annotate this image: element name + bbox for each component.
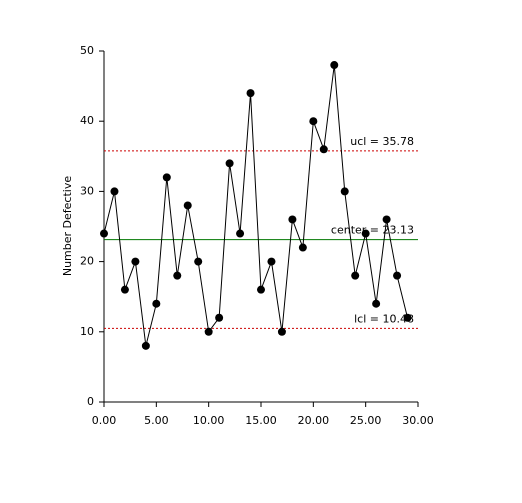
y-tick-label: 0 <box>87 395 94 408</box>
control-limit-label: lcl = 10.48 <box>354 312 414 325</box>
y-axis-label: Number Defective <box>61 176 74 276</box>
data-point <box>393 271 402 280</box>
data-point <box>173 271 182 280</box>
x-tick-label: 0.00 <box>92 414 117 427</box>
y-tick-label: 10 <box>80 325 94 338</box>
y-tick-label: 50 <box>80 44 94 57</box>
x-tick-label: 30.00 <box>402 414 434 427</box>
x-tick-label: 10.00 <box>193 414 225 427</box>
data-point <box>215 313 224 322</box>
data-point <box>298 243 307 252</box>
data-point <box>351 271 360 280</box>
data-point <box>319 145 328 154</box>
data-point <box>361 229 370 238</box>
y-tick-label: 40 <box>80 114 94 127</box>
data-point <box>110 187 119 196</box>
x-tick-label: 5.00 <box>144 414 169 427</box>
data-point <box>288 215 297 224</box>
data-point <box>372 299 381 308</box>
x-tick-label: 25.00 <box>350 414 382 427</box>
data-point <box>194 257 203 266</box>
data-point <box>141 341 150 350</box>
control-limit-label: ucl = 35.78 <box>350 135 414 148</box>
x-tick-label: 20.00 <box>298 414 330 427</box>
data-line <box>103 64 409 346</box>
data-point <box>309 117 318 126</box>
data-point <box>100 229 108 238</box>
data-point <box>403 313 412 322</box>
data-point <box>382 215 391 224</box>
data-point <box>236 229 245 238</box>
data-point <box>267 257 276 266</box>
data-point <box>330 61 339 70</box>
y-tick-label: 30 <box>80 184 94 197</box>
data-point <box>225 159 234 168</box>
data-point <box>277 327 286 336</box>
data-point <box>162 173 171 182</box>
y-tick-label: 20 <box>80 255 94 268</box>
control-limit-label: center = 23.13 <box>331 224 414 237</box>
data-point <box>131 257 140 266</box>
data-point <box>152 299 161 308</box>
x-tick-label: 15.00 <box>245 414 277 427</box>
data-point <box>120 285 129 294</box>
data-point <box>340 187 349 196</box>
data-point <box>257 285 265 294</box>
data-point <box>204 327 213 336</box>
data-point <box>246 89 255 98</box>
data-point <box>183 201 192 210</box>
